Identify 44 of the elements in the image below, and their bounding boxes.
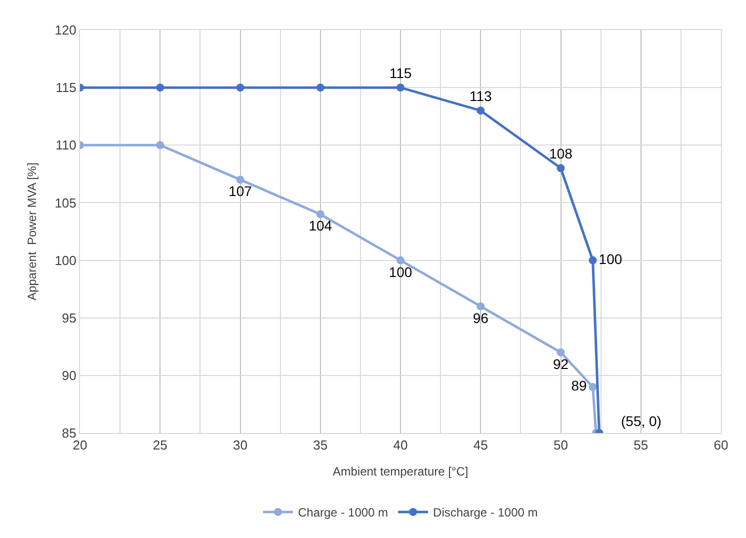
point: [588, 256, 597, 264]
point: [588, 382, 597, 391]
y-tick-label: 120: [54, 22, 76, 38]
point: [476, 106, 485, 115]
point: [476, 302, 485, 310]
x-tick-label: 35: [313, 438, 328, 453]
y-tick-label: 100: [54, 252, 76, 268]
data-label: 89: [571, 377, 588, 394]
y-tick-label: 90: [62, 368, 76, 383]
point: [556, 348, 565, 356]
x-axis-title: Ambient temperature [°C]: [332, 464, 468, 478]
y-tick-label: 115: [56, 80, 76, 96]
data-label: 104: [308, 218, 332, 234]
data-label: 115: [389, 65, 412, 82]
x-tick-label: 50: [554, 438, 568, 453]
y-tick-label: 105: [54, 195, 76, 210]
point: [156, 84, 164, 92]
point: [236, 84, 244, 92]
x-tick-label: 40: [393, 438, 408, 453]
data-label: 108: [549, 146, 573, 162]
x-tick-label: 30: [233, 438, 248, 453]
y-axis-title: Apparent Power MVA [%]: [24, 162, 39, 300]
legend-label: Charge - 1000 m: [298, 506, 388, 520]
annotation: (55, 0): [621, 413, 662, 429]
point: [156, 141, 164, 150]
data-label: 113: [469, 88, 492, 104]
legend-label: Discharge - 1000 m: [433, 506, 538, 520]
point: [316, 210, 324, 218]
x-tick-label: 60: [714, 438, 728, 453]
point: [556, 164, 565, 172]
data-label: 96: [472, 310, 489, 326]
y-tick-label: 95: [62, 310, 76, 326]
data-label: 100: [388, 264, 412, 280]
x-tick-label: 45: [473, 438, 488, 453]
y-tick-label: 110: [56, 138, 76, 153]
x-tick-label: 25: [152, 438, 168, 453]
data-label: 107: [228, 183, 252, 200]
point: [316, 84, 324, 92]
point: [396, 256, 404, 264]
x-tick-label: 55: [634, 438, 648, 453]
data-label: 92: [552, 356, 569, 372]
data-label: 100: [598, 250, 622, 267]
point: [236, 176, 244, 184]
point: [396, 84, 404, 92]
